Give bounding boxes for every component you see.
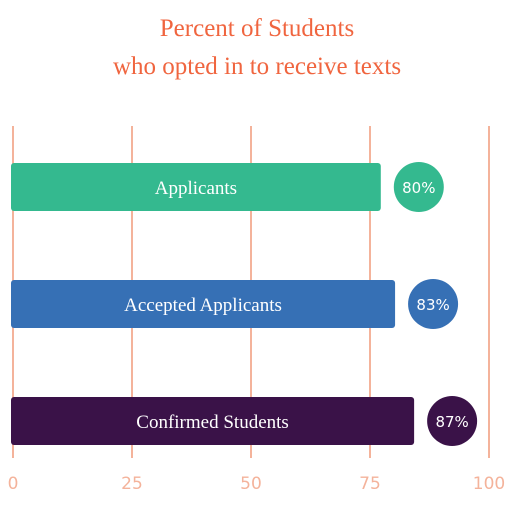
value-badge-applicants [393,162,444,212]
bars: Applicants 80% Accepted Applicants 83% Confi… [11,162,478,446]
value-label-applicants: 80% [402,179,435,197]
x-tick-label-100: 100 [473,474,505,494]
x-tick-label-25: 25 [121,474,143,494]
x-tick-label-0: 0 [8,474,19,494]
bar-applicants [11,163,381,211]
x-axis-ticks: 0 25 50 75 100 [8,474,506,494]
value-badge-confirmed-students [427,396,478,446]
value-label-accepted-applicants: 83% [416,296,449,314]
x-tick-label-75: 75 [359,474,381,494]
chart-title-line-1: Percent of Students [159,15,355,42]
bar-accepted-applicants [11,280,396,328]
bar-label-accepted-applicants: Accepted Applicants [124,295,282,316]
bar-label-applicants: Applicants [155,178,237,199]
x-tick-label-50: 50 [240,474,262,494]
bar-label-confirmed-students: Confirmed Students [136,412,289,433]
chart-title-line-2: who opted in to receive texts [112,53,402,80]
value-label-confirmed-students: 87% [435,413,468,431]
value-badge-accepted-applicants [408,279,459,329]
chart-title: Percent of Students who opted in to rece… [0,10,514,86]
bar-confirmed-students [11,397,415,445]
